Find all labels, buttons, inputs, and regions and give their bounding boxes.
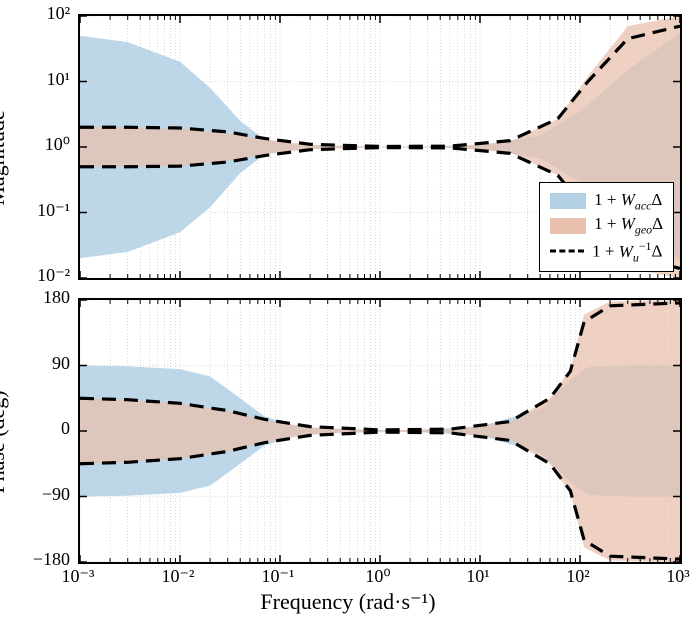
ytick-label: 10⁻¹	[10, 200, 70, 221]
ytick-label: 180	[10, 287, 70, 308]
ytick-label: 10²	[10, 3, 70, 24]
xtick-label: 10⁻³	[62, 566, 95, 587]
frequency-xlabel: Frequency (rad·s⁻¹)	[260, 589, 435, 615]
ytick-label: −90	[10, 484, 70, 505]
figure: 1 + WaccΔ 1 + WgeoΔ 1 + Wu−1Δ Magnitude …	[0, 0, 696, 621]
magnitude-panel: 1 + WaccΔ 1 + WgeoΔ 1 + Wu−1Δ	[78, 14, 682, 280]
legend-swatch-dash	[550, 244, 584, 258]
ytick-label: 10⁻²	[10, 265, 70, 286]
legend-entry-blue: 1 + WaccΔ	[550, 189, 663, 213]
ytick-label: 10¹	[10, 69, 70, 90]
xtick-label: 10¹	[466, 566, 489, 587]
legend-entry-dash: 1 + Wu−1Δ	[550, 238, 663, 265]
phase-panel	[78, 298, 682, 564]
ytick-label: 90	[10, 353, 70, 374]
legend-swatch-peach	[550, 218, 586, 234]
legend-label: 1 + Wu−1Δ	[592, 238, 662, 265]
phase-plot	[80, 300, 680, 562]
xtick-label: 10²	[566, 566, 589, 587]
phase-ylabel: Phase (deg)	[0, 390, 10, 493]
legend-entry-peach: 1 + WgeoΔ	[550, 213, 663, 237]
legend: 1 + WaccΔ 1 + WgeoΔ 1 + Wu−1Δ	[539, 182, 674, 272]
xtick-label: 10³	[666, 566, 689, 587]
ytick-label: 0	[10, 418, 70, 439]
xtick-label: 10⁰	[365, 566, 390, 587]
ytick-label: 10⁰	[10, 134, 70, 155]
legend-label: 1 + WaccΔ	[594, 189, 662, 213]
magnitude-ylabel: Magnitude	[0, 110, 10, 205]
legend-swatch-blue	[550, 193, 586, 209]
legend-label: 1 + WgeoΔ	[594, 213, 663, 237]
xtick-label: 10⁻²	[162, 566, 195, 587]
xtick-label: 10⁻¹	[262, 566, 295, 587]
